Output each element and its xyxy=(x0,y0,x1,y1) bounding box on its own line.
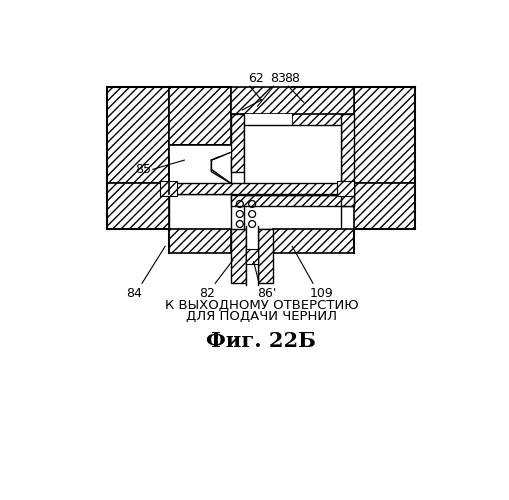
Polygon shape xyxy=(168,144,230,194)
Bar xyxy=(353,183,414,230)
Text: 85: 85 xyxy=(135,163,151,176)
Bar xyxy=(168,183,353,194)
Bar xyxy=(168,144,230,183)
Bar xyxy=(230,230,245,283)
Bar xyxy=(230,114,292,144)
Text: 82: 82 xyxy=(199,287,215,300)
Bar xyxy=(340,114,353,206)
Bar xyxy=(353,87,414,183)
Text: 86': 86' xyxy=(257,287,276,300)
Bar xyxy=(245,248,257,264)
Bar xyxy=(243,126,340,194)
Text: ДЛЯ ПОДАЧИ ЧЕРНИЛ: ДЛЯ ПОДАЧИ ЧЕРНИЛ xyxy=(185,310,336,324)
Bar xyxy=(159,181,176,196)
Bar xyxy=(245,226,257,285)
Bar xyxy=(168,87,230,144)
Bar xyxy=(107,87,168,183)
Text: 109: 109 xyxy=(309,287,333,300)
Bar xyxy=(168,230,230,252)
Text: 83: 83 xyxy=(270,72,286,85)
Bar xyxy=(168,194,230,230)
Text: 88: 88 xyxy=(284,72,300,85)
Bar xyxy=(107,183,168,230)
Bar xyxy=(336,181,353,196)
Bar xyxy=(272,230,353,252)
Bar xyxy=(292,87,353,144)
Text: К ВЫХОДНОМУ ОТВЕРСТИЮ: К ВЫХОДНОМУ ОТВЕРСТИЮ xyxy=(164,298,357,312)
Bar xyxy=(168,144,230,156)
Text: Фиг. 22Б: Фиг. 22Б xyxy=(206,331,316,351)
Text: 62: 62 xyxy=(247,72,263,85)
Bar xyxy=(243,195,340,230)
Text: 84: 84 xyxy=(126,287,142,300)
Bar xyxy=(230,114,243,172)
Bar xyxy=(230,87,353,114)
Bar xyxy=(257,230,272,283)
Bar xyxy=(230,194,353,206)
